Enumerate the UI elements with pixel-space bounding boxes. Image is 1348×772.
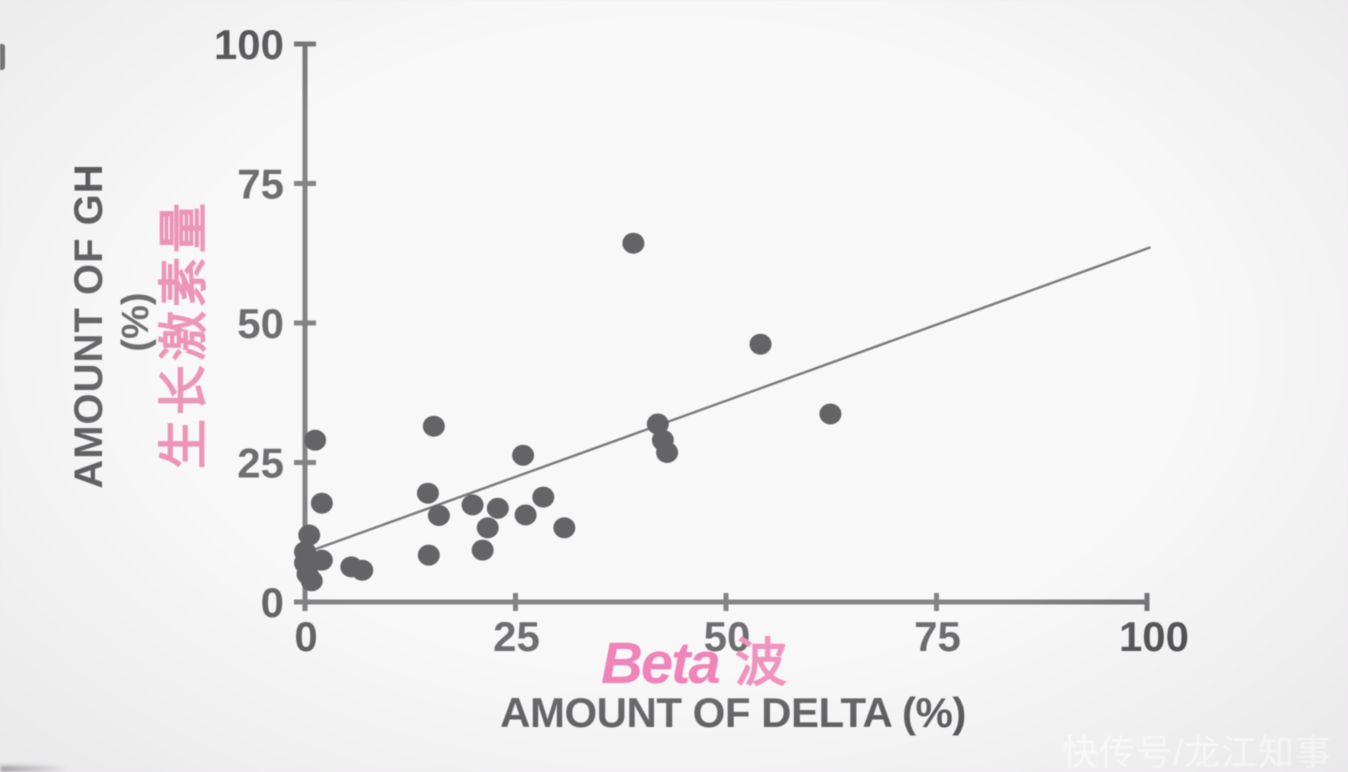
axes [302,44,1147,610]
data-point [461,494,484,516]
data-point [310,492,333,514]
beta-overlay-latin: Beta [601,631,721,696]
data-point [486,497,509,519]
data-point [476,517,499,539]
data-point [416,482,439,504]
data-point [622,232,645,254]
y-axis-title-chinese: 生长激素量 [156,199,212,469]
x-axis-overlay-label: Beta 波 [601,634,787,694]
x-tick-label: 100 [1119,613,1189,660]
data-point [310,549,333,571]
x-tick-label: 75 [914,613,961,660]
data-point [351,559,374,581]
data-point [417,544,440,566]
y-tick-label: 100 [214,21,284,68]
data-point [749,333,772,355]
watermark: 快传号/龙江知事 [1061,732,1332,772]
y-tick-label: 0 [261,579,284,626]
data-point [298,524,321,546]
data-point [656,441,679,463]
x-tick-label: 0 [294,613,317,660]
data-point [646,413,669,435]
data-point [427,505,450,527]
data-point [532,486,555,508]
data-point [304,429,327,451]
x-tick-label: 25 [493,613,540,660]
data-point [300,570,323,592]
beta-overlay-chinese: 波 [734,635,787,693]
corner-artifact [0,766,70,772]
y-axis-unit: (%) [115,292,157,352]
data-point [819,403,842,425]
y-tick-label: 50 [237,300,284,347]
y-tick-label: 25 [237,440,284,487]
y-axis-title: AMOUNT OF GH [67,163,111,489]
data-point [471,539,494,561]
edge-artifact [0,44,5,70]
y-tick-label: 75 [237,161,284,208]
data-point [514,504,537,526]
data-point [422,415,445,437]
trend-line [307,246,1151,553]
data-point [553,517,576,539]
x-axis-title: AMOUNT OF DELTA (%) [500,689,966,736]
data-point [512,444,535,466]
x-tick-label: 50 [704,613,751,660]
